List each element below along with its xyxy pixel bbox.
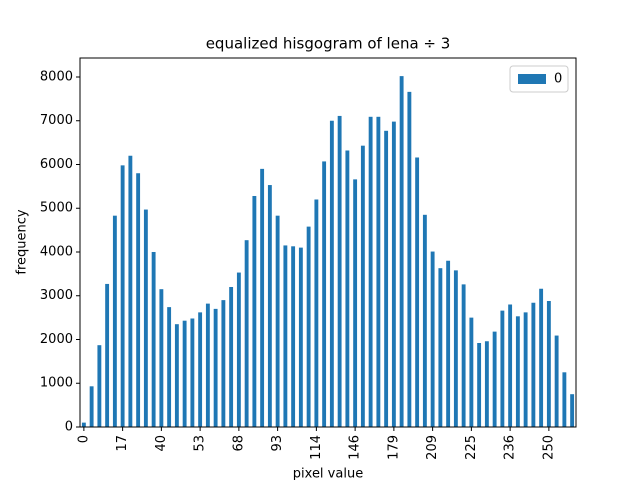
bar bbox=[267, 185, 272, 427]
bar bbox=[136, 173, 141, 427]
x-tick-label: 179 bbox=[386, 435, 401, 460]
bar bbox=[329, 120, 334, 427]
bar bbox=[500, 310, 505, 427]
chart-title: equalized hisgogram of lena ÷ 3 bbox=[206, 35, 451, 53]
bar bbox=[81, 422, 86, 427]
bar bbox=[174, 324, 179, 427]
bar bbox=[453, 270, 458, 427]
bar bbox=[143, 209, 148, 427]
y-tick-label: 3000 bbox=[40, 288, 73, 303]
bar bbox=[415, 157, 420, 427]
bar bbox=[159, 289, 164, 427]
bar bbox=[252, 195, 257, 427]
x-tick-label: 250 bbox=[541, 435, 556, 460]
x-tick-label: 0 bbox=[76, 435, 91, 443]
bar bbox=[260, 168, 265, 427]
plot-frame bbox=[79, 57, 577, 428]
bar bbox=[120, 165, 125, 427]
bar bbox=[469, 317, 474, 427]
bar bbox=[515, 316, 520, 427]
bar bbox=[229, 286, 234, 427]
bar bbox=[546, 300, 551, 427]
x-tick-label: 236 bbox=[503, 435, 518, 460]
bar bbox=[531, 302, 536, 427]
bar bbox=[112, 215, 117, 427]
legend-swatch bbox=[518, 74, 546, 84]
bar bbox=[360, 145, 365, 427]
bar bbox=[151, 251, 156, 427]
bar bbox=[461, 284, 466, 427]
y-tick-label: 6000 bbox=[40, 157, 73, 172]
bar bbox=[484, 341, 489, 427]
bar bbox=[213, 308, 218, 427]
bar bbox=[446, 260, 451, 427]
bar bbox=[477, 342, 482, 427]
y-tick-label: 1000 bbox=[40, 376, 73, 391]
bar bbox=[167, 307, 172, 427]
bar bbox=[89, 386, 94, 427]
x-tick-label: 114 bbox=[309, 435, 324, 460]
y-tick-label: 0 bbox=[65, 420, 73, 435]
bar bbox=[384, 130, 389, 427]
x-tick-label: 53 bbox=[193, 435, 208, 452]
bar bbox=[97, 345, 102, 427]
bar bbox=[105, 283, 110, 427]
bar bbox=[236, 272, 241, 427]
bar bbox=[275, 215, 280, 427]
bar bbox=[407, 91, 412, 427]
y-axis-label: frequency bbox=[15, 209, 30, 275]
bar bbox=[508, 304, 513, 427]
bar bbox=[198, 312, 203, 427]
y-tick-label: 4000 bbox=[40, 244, 73, 259]
bar bbox=[221, 300, 226, 427]
bar bbox=[337, 115, 342, 427]
y-tick-label: 7000 bbox=[40, 113, 73, 128]
x-tick-label: 17 bbox=[115, 435, 130, 452]
x-tick-label: 93 bbox=[270, 435, 285, 452]
bar bbox=[376, 116, 381, 427]
x-tick-label: 40 bbox=[154, 435, 169, 452]
bar bbox=[205, 303, 210, 427]
bar bbox=[322, 161, 327, 427]
bar bbox=[283, 245, 288, 427]
x-tick-label: 68 bbox=[231, 435, 246, 452]
bar bbox=[570, 394, 575, 427]
x-tick-label: 209 bbox=[425, 435, 440, 460]
bar bbox=[314, 199, 319, 427]
bar bbox=[244, 240, 249, 427]
bar bbox=[291, 246, 296, 427]
bar bbox=[391, 121, 396, 427]
bar bbox=[190, 318, 195, 427]
bar bbox=[345, 150, 350, 427]
bar bbox=[128, 155, 133, 427]
bar bbox=[399, 76, 404, 428]
y-tick-label: 8000 bbox=[40, 69, 73, 84]
bar bbox=[422, 214, 427, 427]
bar bbox=[492, 331, 497, 427]
bar bbox=[368, 116, 373, 427]
x-axis-label: pixel value bbox=[293, 467, 363, 480]
bar bbox=[182, 320, 187, 427]
bar bbox=[298, 247, 303, 427]
bar bbox=[554, 335, 559, 427]
bar bbox=[438, 268, 443, 427]
y-tick-label: 5000 bbox=[40, 201, 73, 216]
x-tick-label: 225 bbox=[464, 435, 479, 460]
y-tick-label: 2000 bbox=[40, 332, 73, 347]
bar bbox=[562, 372, 567, 427]
bar bbox=[430, 251, 435, 427]
bar bbox=[353, 179, 358, 427]
x-tick-label: 146 bbox=[348, 435, 363, 460]
bar bbox=[306, 226, 311, 427]
bar bbox=[539, 288, 544, 427]
legend-label: 0 bbox=[554, 72, 562, 87]
bar bbox=[523, 312, 528, 427]
